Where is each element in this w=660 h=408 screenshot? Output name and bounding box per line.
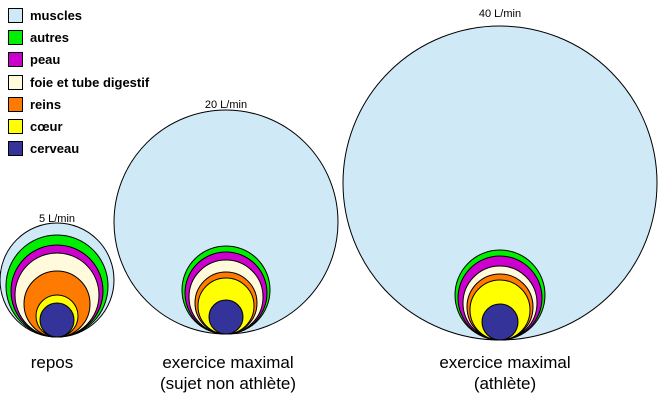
legend-label: peau: [30, 52, 61, 68]
legend-label: cerveau: [30, 141, 80, 157]
legend-item-muscles: muscles: [8, 4, 149, 26]
legend-swatch-reins: [8, 96, 23, 112]
legend-swatch-foie: [8, 74, 23, 90]
caption-subtitle: (athlète): [473, 374, 537, 393]
caption-title: repos: [30, 353, 74, 372]
flow-label: 40 L/min: [479, 8, 521, 20]
legend-item-autres: autres: [8, 26, 149, 48]
legend-item-reins: reins: [8, 93, 149, 115]
legend-label: foie et tube digestif: [30, 74, 150, 90]
circle-group-1: [0, 222, 115, 338]
caption-repos: repos: [12, 352, 92, 373]
circle-group-3: [342, 25, 658, 341]
legend-item-coeur: cœur: [8, 115, 149, 137]
circle-group-2: [113, 109, 339, 335]
circle-cerveau: [481, 303, 519, 341]
legend-item-peau: peau: [8, 49, 149, 71]
legend-swatch-muscles: [8, 7, 23, 23]
flow-label: 20 L/min: [205, 99, 247, 111]
caption-athlete: exercice maximal (athlète): [390, 352, 620, 394]
legend-swatch-peau: [8, 52, 23, 68]
caption-non-athlete: exercice maximal (sujet non athlète): [118, 352, 338, 394]
legend-swatch-coeur: [8, 119, 23, 135]
flow-label: 5 L/min: [39, 213, 75, 225]
legend-swatch-cerveau: [8, 141, 23, 157]
legend: muscles autres peau foie et tube digesti…: [8, 4, 149, 160]
caption-title: exercice maximal: [439, 353, 571, 372]
circle-cerveau: [39, 302, 75, 338]
caption-subtitle: (sujet non athlète): [159, 374, 297, 393]
legend-item-foie: foie et tube digestif: [8, 71, 149, 93]
legend-item-cerveau: cerveau: [8, 138, 149, 160]
legend-label: cœur: [30, 119, 63, 135]
circle-cerveau: [208, 299, 244, 335]
caption-title: exercice maximal: [162, 353, 294, 372]
legend-swatch-autres: [8, 29, 23, 45]
legend-label: reins: [30, 96, 62, 112]
legend-label: muscles: [30, 7, 83, 23]
legend-label: autres: [30, 29, 70, 45]
